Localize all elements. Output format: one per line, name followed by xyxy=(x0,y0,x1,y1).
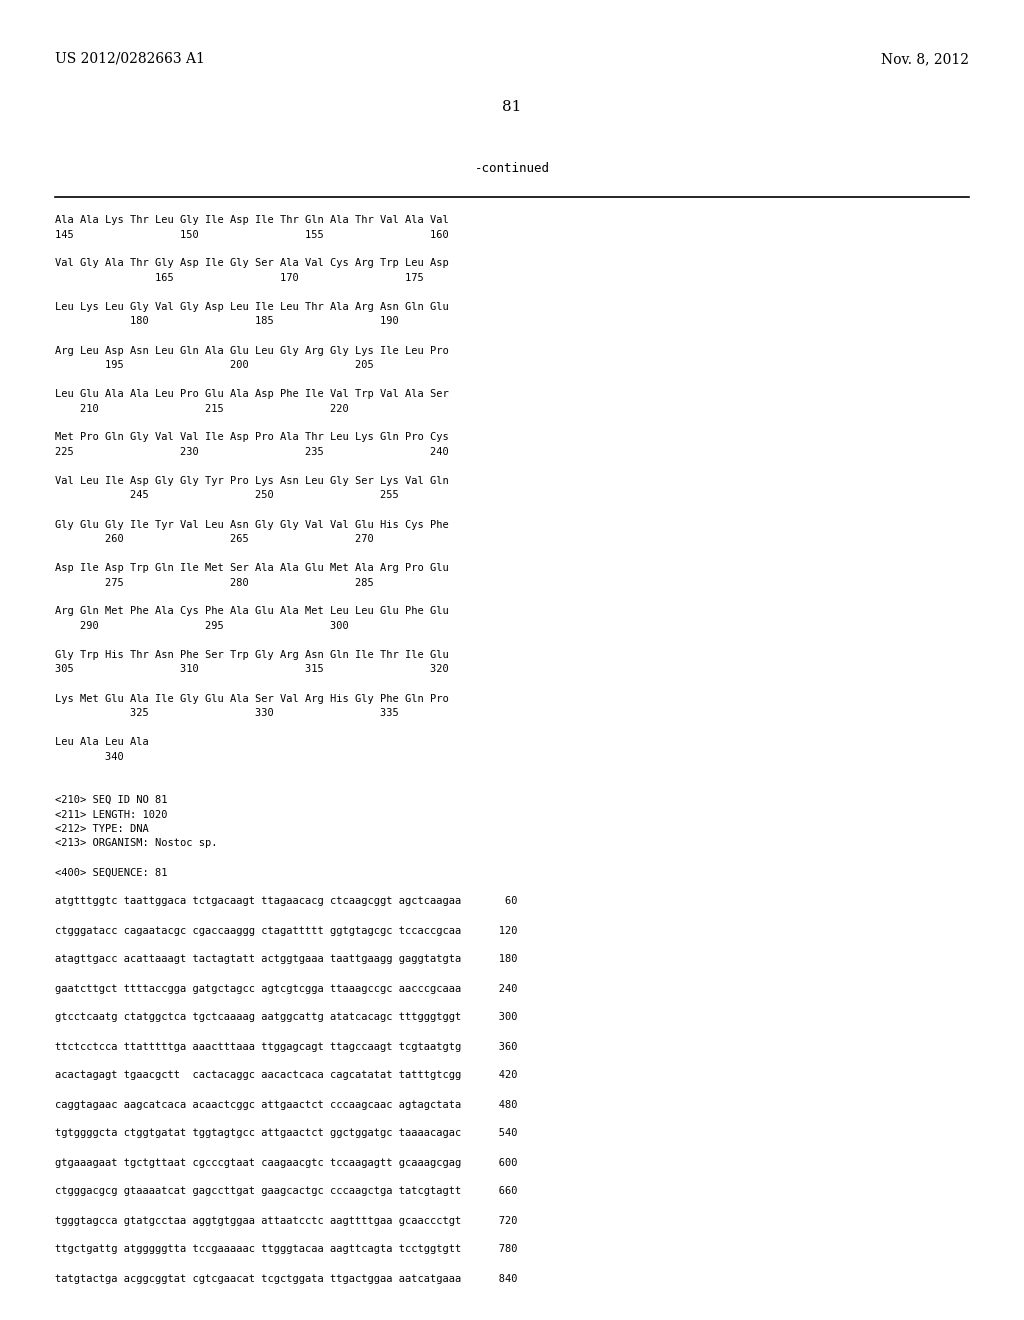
Text: 325                 330                 335: 325 330 335 xyxy=(55,708,398,718)
Text: gtcctcaatg ctatggctca tgctcaaaag aatggcattg atatcacagc tttgggtggt      300: gtcctcaatg ctatggctca tgctcaaaag aatggca… xyxy=(55,1012,517,1023)
Text: <213> ORGANISM: Nostoc sp.: <213> ORGANISM: Nostoc sp. xyxy=(55,838,217,849)
Text: ttctcctcca ttatttttga aaactttaaa ttggagcagt ttagccaagt tcgtaatgtg      360: ttctcctcca ttatttttga aaactttaaa ttggagc… xyxy=(55,1041,517,1052)
Text: US 2012/0282663 A1: US 2012/0282663 A1 xyxy=(55,51,205,66)
Text: 180                 185                 190: 180 185 190 xyxy=(55,317,398,326)
Text: 290                 295                 300: 290 295 300 xyxy=(55,620,349,631)
Text: Gly Trp His Thr Asn Phe Ser Trp Gly Arg Asn Gln Ile Thr Ile Glu: Gly Trp His Thr Asn Phe Ser Trp Gly Arg … xyxy=(55,649,449,660)
Text: acactagagt tgaacgctt  cactacaggc aacactcaca cagcatatat tatttgtcgg      420: acactagagt tgaacgctt cactacaggc aacactca… xyxy=(55,1071,517,1081)
Text: 165                 170                 175: 165 170 175 xyxy=(55,273,424,282)
Text: Leu Ala Leu Ala: Leu Ala Leu Ala xyxy=(55,737,148,747)
Text: 81: 81 xyxy=(503,100,521,114)
Text: 245                 250                 255: 245 250 255 xyxy=(55,491,398,500)
Text: <212> TYPE: DNA: <212> TYPE: DNA xyxy=(55,824,148,834)
Text: Ala Ala Lys Thr Leu Gly Ile Asp Ile Thr Gln Ala Thr Val Ala Val: Ala Ala Lys Thr Leu Gly Ile Asp Ile Thr … xyxy=(55,215,449,224)
Text: Met Pro Gln Gly Val Val Ile Asp Pro Ala Thr Leu Lys Gln Pro Cys: Met Pro Gln Gly Val Val Ile Asp Pro Ala … xyxy=(55,433,449,442)
Text: gtgaaagaat tgctgttaat cgcccgtaat caagaacgtc tccaagagtt gcaaagcgag      600: gtgaaagaat tgctgttaat cgcccgtaat caagaac… xyxy=(55,1158,517,1167)
Text: 305                 310                 315                 320: 305 310 315 320 xyxy=(55,664,449,675)
Text: Leu Glu Ala Ala Leu Pro Glu Ala Asp Phe Ile Val Trp Val Ala Ser: Leu Glu Ala Ala Leu Pro Glu Ala Asp Phe … xyxy=(55,389,449,399)
Text: Nov. 8, 2012: Nov. 8, 2012 xyxy=(881,51,969,66)
Text: Asp Ile Asp Trp Gln Ile Met Ser Ala Ala Glu Met Ala Arg Pro Glu: Asp Ile Asp Trp Gln Ile Met Ser Ala Ala … xyxy=(55,564,449,573)
Text: 275                 280                 285: 275 280 285 xyxy=(55,578,374,587)
Text: Gly Glu Gly Ile Tyr Val Leu Asn Gly Gly Val Val Glu His Cys Phe: Gly Glu Gly Ile Tyr Val Leu Asn Gly Gly … xyxy=(55,520,449,529)
Text: atagttgacc acattaaagt tactagtatt actggtgaaa taattgaagg gaggtatgta      180: atagttgacc acattaaagt tactagtatt actggtg… xyxy=(55,954,517,965)
Text: Arg Leu Asp Asn Leu Gln Ala Glu Leu Gly Arg Gly Lys Ile Leu Pro: Arg Leu Asp Asn Leu Gln Ala Glu Leu Gly … xyxy=(55,346,449,355)
Text: 225                 230                 235                 240: 225 230 235 240 xyxy=(55,447,449,457)
Text: -continued: -continued xyxy=(474,162,550,176)
Text: <400> SEQUENCE: 81: <400> SEQUENCE: 81 xyxy=(55,867,168,878)
Text: Lys Met Glu Ala Ile Gly Glu Ala Ser Val Arg His Gly Phe Gln Pro: Lys Met Glu Ala Ile Gly Glu Ala Ser Val … xyxy=(55,693,449,704)
Text: 145                 150                 155                 160: 145 150 155 160 xyxy=(55,230,449,239)
Text: Arg Gln Met Phe Ala Cys Phe Ala Glu Ala Met Leu Leu Glu Phe Glu: Arg Gln Met Phe Ala Cys Phe Ala Glu Ala … xyxy=(55,606,449,616)
Text: 260                 265                 270: 260 265 270 xyxy=(55,535,374,544)
Text: 195                 200                 205: 195 200 205 xyxy=(55,360,374,370)
Text: tatgtactga acggcggtat cgtcgaacat tcgctggata ttgactggaa aatcatgaaa      840: tatgtactga acggcggtat cgtcgaacat tcgctgg… xyxy=(55,1274,517,1283)
Text: tgtggggcta ctggtgatat tggtagtgcc attgaactct ggctggatgc taaaacagac      540: tgtggggcta ctggtgatat tggtagtgcc attgaac… xyxy=(55,1129,517,1138)
Text: 340: 340 xyxy=(55,751,124,762)
Text: ttgctgattg atgggggtta tccgaaaaac ttgggtacaa aagttcagta tcctggtgtt      780: ttgctgattg atgggggtta tccgaaaaac ttgggta… xyxy=(55,1245,517,1254)
Text: ctgggacgcg gtaaaatcat gagccttgat gaagcactgc cccaagctga tatcgtagtt      660: ctgggacgcg gtaaaatcat gagccttgat gaagcac… xyxy=(55,1187,517,1196)
Text: gaatcttgct ttttaccgga gatgctagcc agtcgtcgga ttaaagccgc aacccgcaaa      240: gaatcttgct ttttaccgga gatgctagcc agtcgtc… xyxy=(55,983,517,994)
Text: caggtagaac aagcatcaca acaactcggc attgaactct cccaagcaac agtagctata      480: caggtagaac aagcatcaca acaactcggc attgaac… xyxy=(55,1100,517,1110)
Text: Leu Lys Leu Gly Val Gly Asp Leu Ile Leu Thr Ala Arg Asn Gln Glu: Leu Lys Leu Gly Val Gly Asp Leu Ile Leu … xyxy=(55,302,449,312)
Text: <210> SEQ ID NO 81: <210> SEQ ID NO 81 xyxy=(55,795,168,805)
Text: atgtttggtc taattggaca tctgacaagt ttagaacacg ctcaagcggt agctcaagaa       60: atgtttggtc taattggaca tctgacaagt ttagaac… xyxy=(55,896,517,907)
Text: Val Gly Ala Thr Gly Asp Ile Gly Ser Ala Val Cys Arg Trp Leu Asp: Val Gly Ala Thr Gly Asp Ile Gly Ser Ala … xyxy=(55,259,449,268)
Text: Val Leu Ile Asp Gly Gly Tyr Pro Lys Asn Leu Gly Ser Lys Val Gln: Val Leu Ile Asp Gly Gly Tyr Pro Lys Asn … xyxy=(55,477,449,486)
Text: ctgggatacc cagaatacgc cgaccaaggg ctagattttt ggtgtagcgc tccaccgcaa      120: ctgggatacc cagaatacgc cgaccaaggg ctagatt… xyxy=(55,925,517,936)
Text: tgggtagcca gtatgcctaa aggtgtggaa attaatcctc aagttttgaa gcaaccctgt      720: tgggtagcca gtatgcctaa aggtgtggaa attaatc… xyxy=(55,1216,517,1225)
Text: 210                 215                 220: 210 215 220 xyxy=(55,404,349,413)
Text: <211> LENGTH: 1020: <211> LENGTH: 1020 xyxy=(55,809,168,820)
